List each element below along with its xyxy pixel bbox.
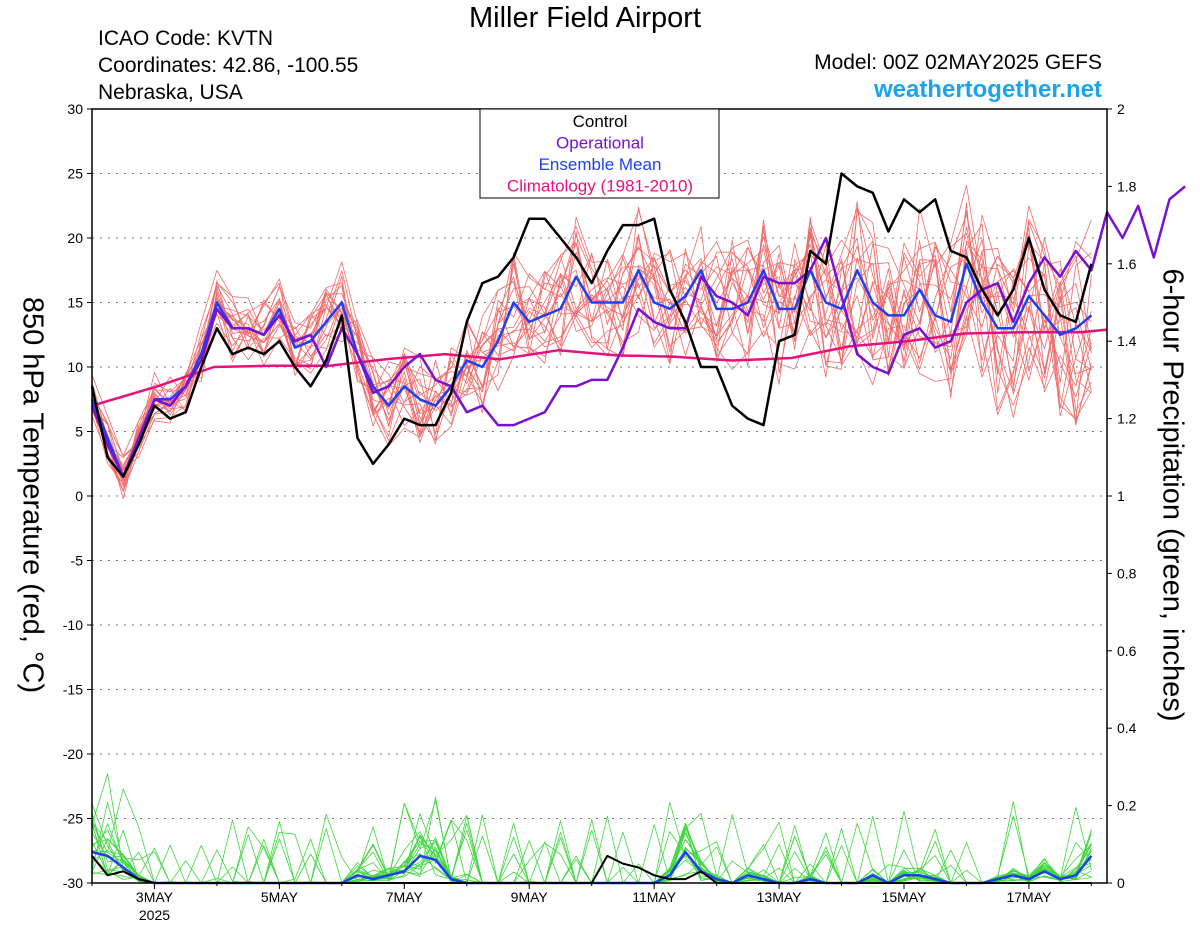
temp-member-line [91,248,1092,492]
y-right-tick-label: 1.6 [1117,256,1137,272]
y-right-tick-label: 0.6 [1117,643,1137,659]
x-tick-label: 11MAY [632,889,676,905]
y-right-tick-label: 1.2 [1117,411,1137,427]
y-right-tick-label: 1.8 [1117,178,1137,194]
x-tick-label: 13MAY [757,889,803,905]
x-tick-label: 7MAY [386,889,424,905]
y-left-tick-label: -5 [71,553,84,569]
y-left-tick-label: -10 [63,617,83,633]
y-right-tick-label: 0.2 [1117,798,1137,814]
y-right-tick-label: 0 [1117,875,1125,891]
y-right-tick-label: 2 [1117,101,1125,117]
x-year-label: 2025 [139,907,170,923]
temp-member-line [91,211,1092,459]
y-left-tick-label: -20 [63,746,83,762]
temp-member-line [91,226,1092,492]
precip-member-line [91,802,1092,884]
y-left-tick-label: 30 [67,101,83,117]
y-left-tick-label: 5 [75,424,83,440]
precip-member-line [91,773,1092,884]
temp-member-line [91,214,1092,475]
chart-title: Miller Field Airport [468,2,702,34]
y-left-tick-label: 25 [67,166,83,182]
model-run: Model: 00Z 02MAY2025 GEFS [814,51,1102,74]
y-left-tick-label: 15 [67,295,83,311]
legend-entry: Ensemble Mean [539,155,662,174]
y-left-tick-label: 10 [67,359,83,375]
precip-member-line [91,812,1092,884]
climatology-line [91,328,1108,407]
legend-entry: Operational [556,134,644,153]
x-tick-label: 9MAY [511,889,549,905]
y-right-tick-label: 1 [1117,488,1125,504]
temp-member-line [91,230,1092,472]
x-tick-label: 5MAY [261,889,299,905]
y-right-tick-label: 0.4 [1117,720,1137,736]
precip-member-line [91,801,1092,884]
y-left-tick-label: -25 [63,811,83,827]
temp-member-line [91,206,1092,457]
y-right-tick-label: 1.4 [1117,333,1137,349]
operational-temp-line [90,185,1186,478]
legend-entry: Climatology (1981-2010) [507,177,693,196]
x-tick-label: 3MAY [136,889,174,905]
precip-member-line [91,796,1092,884]
legend-entry: Control [573,112,628,131]
y-right-tick-label: 0.8 [1117,565,1137,581]
site-link[interactable]: weathertogether.net [873,76,1102,103]
temp-member-line [91,238,1092,482]
coordinates: Coordinates: 42.86, -100.55 [98,54,359,77]
x-tick-label: 17MAY [1006,889,1052,905]
control-temp-line [90,172,1093,478]
legend-box [479,108,720,199]
y-left-tick-label: -30 [63,875,83,891]
temp-member-line [91,205,1092,481]
x-tick-label: 15MAY [882,889,928,905]
region: Nebraska, USA [98,81,243,104]
precip-member-line [91,800,1092,884]
icao-code: ICAO Code: KVTN [98,27,274,50]
y-left-tick-label: 20 [67,230,83,246]
y-left-tick-label: 0 [75,488,83,504]
precip-member-line [91,801,1092,884]
y-left-tick-label: -15 [63,682,83,698]
